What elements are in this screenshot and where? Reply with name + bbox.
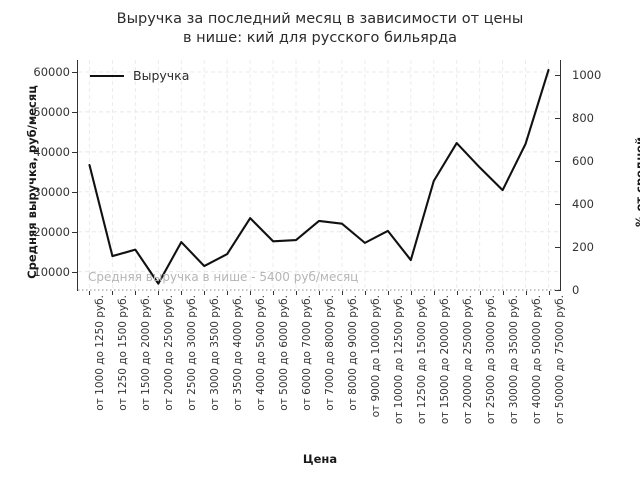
- legend-label-revenue: Выручка: [133, 68, 190, 83]
- right-y-tick-label: 0: [572, 283, 580, 297]
- x-tick-label: от 40000 до 50000 руб.: [530, 295, 543, 425]
- x-tick-label: от 1500 до 2000 руб.: [140, 295, 153, 411]
- x-tick-label: от 3000 до 3500 руб.: [209, 295, 222, 411]
- legend: Выручка: [90, 68, 189, 83]
- plot-area: [78, 60, 560, 291]
- x-tick-label: от 9000 до 10000 руб.: [369, 295, 382, 418]
- left-y-tick-label: 60000: [33, 64, 70, 79]
- x-tick-mark: [387, 291, 389, 295]
- chart-title: Выручка за последний месяц в зависимости…: [116, 11, 524, 46]
- left-y-tick-mark: [72, 191, 78, 193]
- right-y-tick-mark: [555, 290, 561, 291]
- right-y-tick-mark: [555, 75, 561, 77]
- x-tick-mark: [548, 291, 550, 295]
- x-tick-label: от 2500 до 3000 руб.: [186, 295, 199, 411]
- right-y-tick-mark: [555, 247, 561, 248]
- x-tick-label: от 4000 до 5000 руб.: [255, 295, 268, 411]
- right-y-tick-label: 800: [572, 111, 594, 126]
- x-tick-mark: [410, 291, 412, 295]
- left-y-tick-label: 10000: [33, 264, 70, 279]
- x-tick-mark: [250, 291, 252, 295]
- right-y-tick-label: 200: [572, 240, 594, 254]
- x-tick-mark: [204, 291, 206, 295]
- x-tick-mark: [296, 291, 298, 295]
- right-y-tick-label: 400: [572, 197, 594, 212]
- x-tick-label: от 12500 до 15000 руб.: [415, 295, 428, 425]
- gridlines: [78, 60, 560, 290]
- x-tick-label: от 5000 до 6000 руб.: [278, 295, 291, 411]
- x-tick-label: от 8000 до 9000 руб.: [346, 295, 359, 411]
- average-revenue-annotation: Средняя выручка в нише - 5400 руб/месяц: [88, 270, 359, 284]
- right-y-tick-mark: [555, 204, 561, 206]
- left-y-tick-label: 40000: [33, 144, 70, 159]
- x-tick-mark: [341, 291, 343, 295]
- x-tick-mark: [158, 291, 160, 295]
- left-y-tick-mark: [72, 111, 78, 113]
- x-tick-mark: [273, 291, 275, 295]
- left-y-tick-mark: [72, 71, 78, 73]
- x-tick-label: от 2000 до 2500 руб.: [163, 295, 176, 411]
- left-y-tick-label: 30000: [33, 184, 70, 199]
- left-y-tick-mark: [72, 271, 78, 273]
- right-y-axis-title: % от средней: [633, 136, 640, 227]
- x-tick-label: от 1250 до 1500 руб.: [117, 295, 130, 411]
- x-tick-label: от 1000 до 1250 руб.: [94, 295, 107, 411]
- left-y-tick-mark: [72, 151, 78, 153]
- x-tick-label: от 15000 до 20000 руб.: [438, 295, 451, 425]
- left-axis-spine: [77, 60, 78, 291]
- left-y-tick-label: 20000: [33, 224, 70, 239]
- x-tick-label: от 50000 до 75000 руб.: [553, 295, 566, 425]
- x-tick-mark: [112, 291, 114, 295]
- x-tick-mark: [135, 291, 137, 295]
- x-tick-label: от 20000 до 25000 руб.: [461, 295, 474, 425]
- x-tick-label: от 6000 до 7000 руб.: [301, 295, 314, 411]
- x-tick-mark: [433, 291, 435, 295]
- x-tick-mark: [456, 291, 458, 295]
- x-axis-title: Цена: [302, 452, 338, 466]
- left-y-axis-title: Средняя выручка, руб/месяц: [25, 85, 39, 279]
- left-y-tick-label: 50000: [33, 104, 70, 119]
- x-tick-label: от 30000 до 35000 руб.: [507, 295, 520, 425]
- x-tick-label: от 7000 до 8000 руб.: [324, 295, 336, 411]
- x-tick-label: от 10000 до 12500 руб.: [392, 295, 405, 425]
- right-y-tick-mark: [555, 161, 561, 163]
- reference-line: [78, 289, 560, 291]
- right-axis-spine: [560, 60, 561, 291]
- x-tick-mark: [502, 291, 504, 295]
- x-tick-mark: [364, 291, 366, 295]
- x-tick-mark: [181, 291, 183, 295]
- x-tick-label: от 25000 до 30000 руб.: [484, 295, 497, 425]
- x-tick-mark: [319, 291, 320, 295]
- right-y-tick-mark: [555, 118, 561, 120]
- x-tick-mark: [227, 291, 229, 295]
- legend-line-swatch: [90, 74, 124, 77]
- x-tick-mark: [479, 291, 481, 295]
- x-tick-mark: [89, 291, 91, 295]
- right-y-tick-label: 1000: [572, 68, 602, 83]
- left-y-tick-mark: [72, 231, 78, 233]
- x-tick-mark: [525, 291, 527, 295]
- revenue-line-series: [88, 68, 550, 285]
- right-y-tick-label: 600: [572, 154, 594, 169]
- x-tick-label: от 3500 до 4000 руб.: [232, 295, 245, 411]
